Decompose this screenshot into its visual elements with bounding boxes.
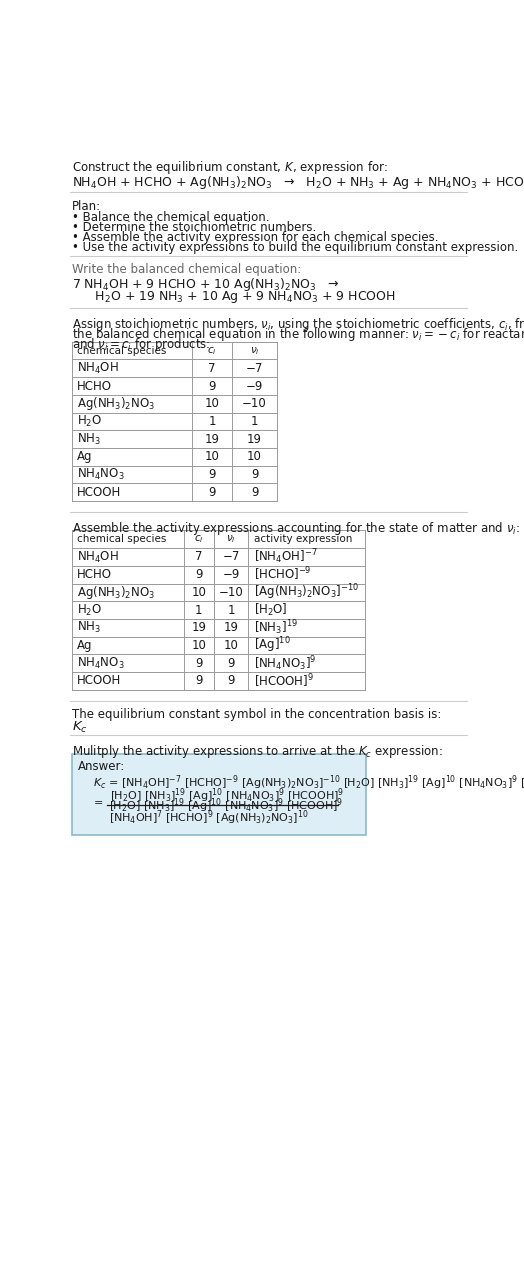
Text: • Use the activity expressions to build the equilibrium constant expression.: • Use the activity expressions to build …: [72, 241, 518, 254]
Text: [H$_2$O] [NH$_3$]$^{19}$ [Ag]$^{10}$ [NH$_4$NO$_3$]$^9$ [HCOOH]$^9$: [H$_2$O] [NH$_3$]$^{19}$ [Ag]$^{10}$ [NH…: [111, 786, 345, 805]
Text: 1: 1: [195, 604, 203, 616]
Text: 7 NH$_4$OH + 9 HCHO + 10 Ag(NH$_3$)$_2$NO$_3$   →: 7 NH$_4$OH + 9 HCHO + 10 Ag(NH$_3$)$_2$N…: [72, 275, 339, 293]
Text: 10: 10: [224, 639, 238, 652]
Text: [Ag]$^{10}$: [Ag]$^{10}$: [254, 635, 290, 655]
Text: 19: 19: [191, 621, 206, 634]
Text: −7: −7: [246, 361, 263, 375]
Text: [NH$_4$NO$_3$]$^9$: [NH$_4$NO$_3$]$^9$: [254, 654, 316, 673]
Text: HCHO: HCHO: [77, 568, 112, 581]
Text: 9: 9: [208, 486, 216, 499]
Text: Ag(NH$_3$)$_2$NO$_3$: Ag(NH$_3$)$_2$NO$_3$: [77, 395, 155, 412]
Text: NH$_3$: NH$_3$: [77, 432, 101, 447]
Text: 10: 10: [247, 451, 262, 464]
Text: NH$_4$OH + HCHO + Ag(NH$_3$)$_2$NO$_3$   →   H$_2$O + NH$_3$ + Ag + NH$_4$NO$_3$: NH$_4$OH + HCHO + Ag(NH$_3$)$_2$NO$_3$ →…: [72, 174, 524, 191]
Text: −10: −10: [242, 398, 267, 410]
Text: [H$_2$O] [NH$_3$]$^{19}$ [Ag]$^{10}$ [NH$_4$NO$_3$]$^9$ [HCOOH]$^9$: [H$_2$O] [NH$_3$]$^{19}$ [Ag]$^{10}$ [NH…: [109, 797, 343, 816]
Text: $c_i$: $c_i$: [207, 345, 217, 356]
Text: =: =: [93, 798, 103, 808]
Text: [NH$_3$]$^{19}$: [NH$_3$]$^{19}$: [254, 619, 298, 637]
Text: [NH$_4$OH]$^7$ [HCHO]$^9$ [Ag(NH$_3$)$_2$NO$_3$]$^{10}$: [NH$_4$OH]$^7$ [HCHO]$^9$ [Ag(NH$_3$)$_2…: [109, 808, 309, 827]
Text: chemical species: chemical species: [77, 346, 167, 356]
Text: Assign stoichiometric numbers, $\nu_i$, using the stoichiometric coefficients, $: Assign stoichiometric numbers, $\nu_i$, …: [72, 316, 524, 332]
Text: −10: −10: [219, 586, 243, 599]
Text: Write the balanced chemical equation:: Write the balanced chemical equation:: [72, 263, 301, 277]
Text: $K_c$ = [NH$_4$OH]$^{-7}$ [HCHO]$^{-9}$ [Ag(NH$_3$)$_2$NO$_3$]$^{-10}$ [H$_2$O] : $K_c$ = [NH$_4$OH]$^{-7}$ [HCHO]$^{-9}$ …: [93, 774, 524, 792]
Text: NH$_4$NO$_3$: NH$_4$NO$_3$: [77, 467, 125, 482]
Text: • Determine the stoichiometric numbers.: • Determine the stoichiometric numbers.: [72, 221, 316, 234]
Bar: [72, 754, 366, 835]
Text: 9: 9: [195, 657, 203, 669]
Text: Ag: Ag: [77, 639, 93, 652]
Text: HCOOH: HCOOH: [77, 674, 122, 687]
Text: 19: 19: [223, 621, 238, 634]
Text: −7: −7: [222, 551, 239, 563]
Text: 9: 9: [208, 379, 216, 393]
Text: [H$_2$O]: [H$_2$O]: [254, 602, 288, 618]
Text: −9: −9: [246, 379, 263, 393]
Text: Plan:: Plan:: [72, 200, 101, 213]
Text: the balanced chemical equation in the following manner: $\nu_i = -c_i$ for react: the balanced chemical equation in the fo…: [72, 326, 524, 342]
Text: NH$_4$OH: NH$_4$OH: [77, 549, 119, 565]
Text: activity expression: activity expression: [254, 534, 352, 544]
Text: 10: 10: [204, 451, 220, 464]
Text: $\nu_i$: $\nu_i$: [226, 533, 236, 546]
Text: 9: 9: [195, 568, 203, 581]
Text: $c_i$: $c_i$: [194, 533, 204, 546]
Text: 1: 1: [227, 604, 235, 616]
Text: • Balance the chemical equation.: • Balance the chemical equation.: [72, 211, 269, 224]
Text: 1: 1: [208, 416, 216, 428]
Text: chemical species: chemical species: [77, 534, 167, 544]
Text: 9: 9: [208, 469, 216, 481]
Text: 9: 9: [251, 469, 258, 481]
Text: [HCHO]$^{-9}$: [HCHO]$^{-9}$: [254, 566, 311, 584]
Text: −9: −9: [222, 568, 239, 581]
Text: Mulitply the activity expressions to arrive at the $K_c$ expression:: Mulitply the activity expressions to arr…: [72, 743, 442, 760]
Text: 9: 9: [227, 674, 235, 687]
Text: [HCOOH]$^9$: [HCOOH]$^9$: [254, 672, 314, 690]
Text: 10: 10: [191, 586, 206, 599]
Text: H$_2$O: H$_2$O: [77, 414, 102, 429]
Text: H$_2$O + 19 NH$_3$ + 10 Ag + 9 NH$_4$NO$_3$ + 9 HCOOH: H$_2$O + 19 NH$_3$ + 10 Ag + 9 NH$_4$NO$…: [83, 289, 395, 304]
Text: H$_2$O: H$_2$O: [77, 602, 102, 618]
Text: 9: 9: [195, 674, 203, 687]
Text: The equilibrium constant symbol in the concentration basis is:: The equilibrium constant symbol in the c…: [72, 709, 441, 721]
Text: 9: 9: [251, 486, 258, 499]
Text: Answer:: Answer:: [78, 760, 125, 773]
Text: 7: 7: [208, 361, 216, 375]
Text: 19: 19: [204, 433, 220, 446]
Text: Construct the equilibrium constant, $K$, expression for:: Construct the equilibrium constant, $K$,…: [72, 159, 388, 177]
Text: [NH$_4$OH]$^{-7}$: [NH$_4$OH]$^{-7}$: [254, 548, 318, 566]
Text: HCOOH: HCOOH: [77, 486, 122, 499]
Text: $\nu_i$: $\nu_i$: [250, 345, 259, 356]
Text: NH$_3$: NH$_3$: [77, 620, 101, 635]
Text: 7: 7: [195, 551, 203, 563]
Text: Ag(NH$_3$)$_2$NO$_3$: Ag(NH$_3$)$_2$NO$_3$: [77, 584, 155, 601]
Text: 19: 19: [247, 433, 262, 446]
Text: $K_c$: $K_c$: [72, 720, 88, 735]
Text: NH$_4$OH: NH$_4$OH: [77, 361, 119, 376]
Text: 9: 9: [227, 657, 235, 669]
Text: Ag: Ag: [77, 451, 93, 464]
Text: HCHO: HCHO: [77, 379, 112, 393]
Text: 10: 10: [191, 639, 206, 652]
Text: 10: 10: [204, 398, 220, 410]
Text: Assemble the activity expressions accounting for the state of matter and $\nu_i$: Assemble the activity expressions accoun…: [72, 519, 520, 537]
Text: [Ag(NH$_3$)$_2$NO$_3$]$^{-10}$: [Ag(NH$_3$)$_2$NO$_3$]$^{-10}$: [254, 582, 359, 602]
Text: 1: 1: [251, 416, 258, 428]
Text: NH$_4$NO$_3$: NH$_4$NO$_3$: [77, 655, 125, 671]
Text: and $\nu_i = c_i$ for products:: and $\nu_i = c_i$ for products:: [72, 336, 210, 352]
Text: • Assemble the activity expression for each chemical species.: • Assemble the activity expression for e…: [72, 231, 438, 244]
